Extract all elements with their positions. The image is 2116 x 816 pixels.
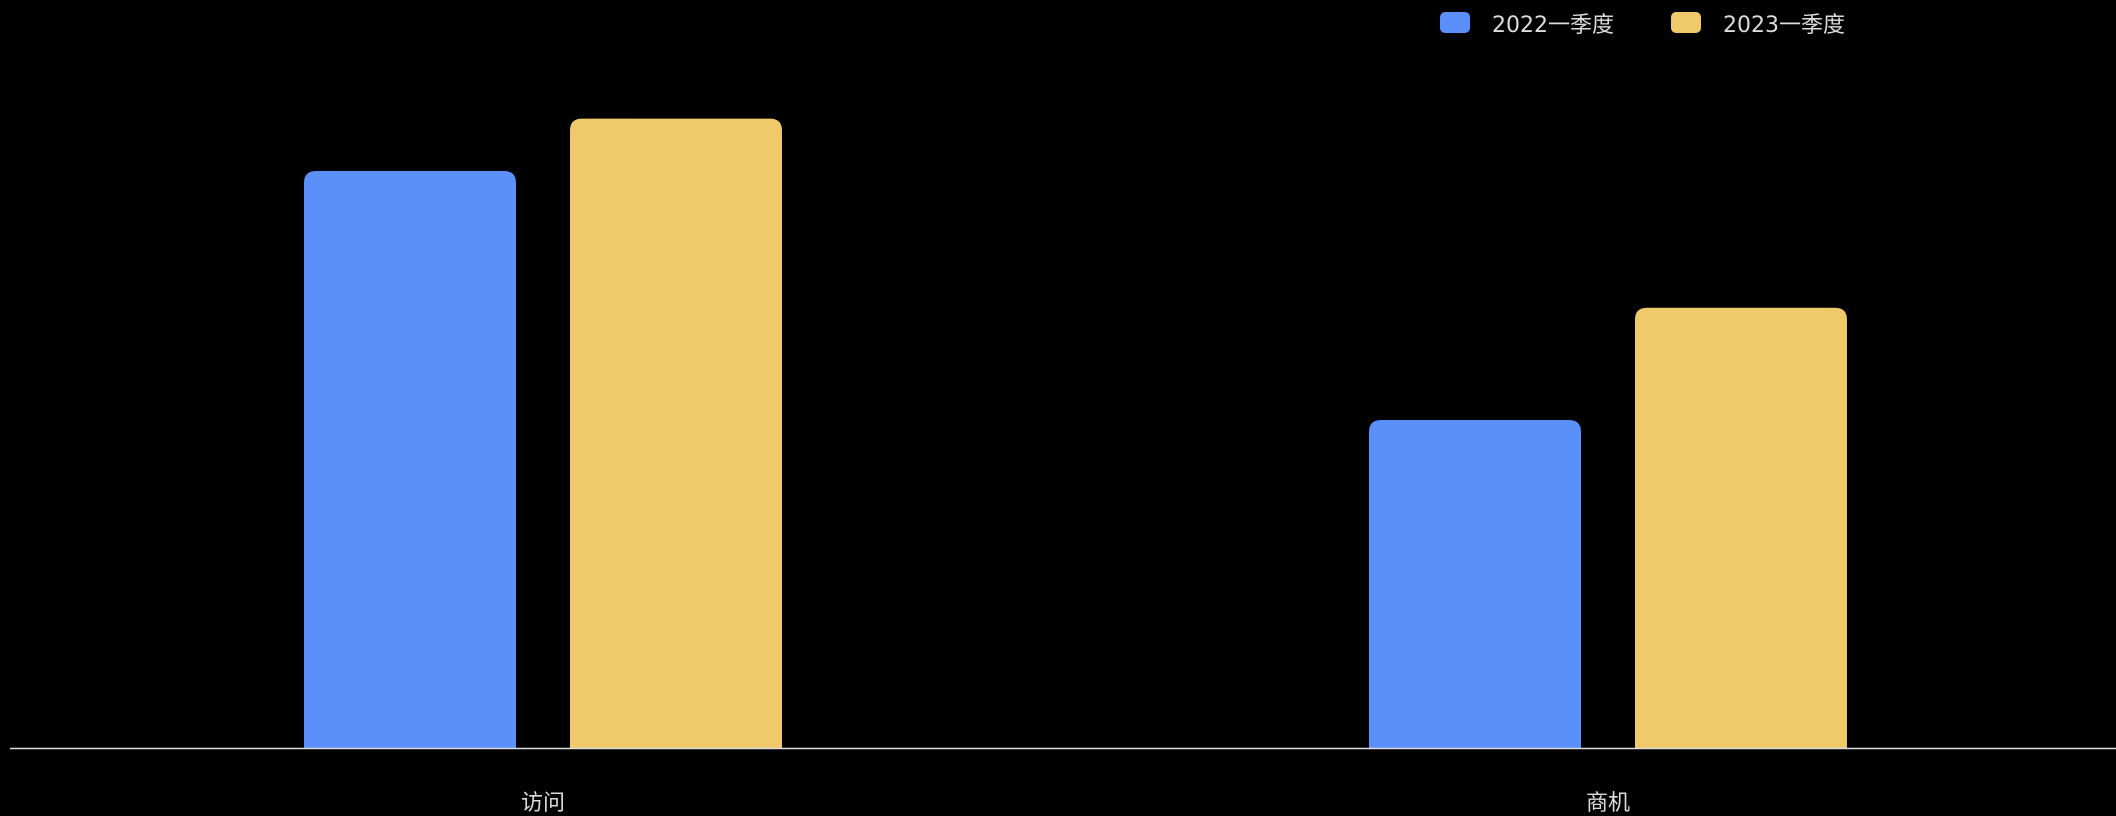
x-tick-label-0: 访问 <box>521 791 565 816</box>
bar-0-1[interactable] <box>570 118 782 748</box>
bar-1-1[interactable] <box>1635 307 1847 748</box>
legend-item-1[interactable]: 2023一季度 <box>1671 12 1845 38</box>
x-tick-labels: 访问 商机 <box>521 791 1630 816</box>
legend-swatch-0 <box>1440 12 1470 33</box>
bars-group <box>304 118 1847 748</box>
x-tick-label-1: 商机 <box>1586 791 1630 816</box>
legend-item-0[interactable]: 2022一季度 <box>1440 12 1614 38</box>
bar-1-0[interactable] <box>1369 419 1581 748</box>
legend-swatch-1 <box>1671 12 1701 33</box>
legend-label-1: 2023一季度 <box>1723 13 1845 38</box>
legend-label-0: 2022一季度 <box>1492 13 1614 38</box>
bar-0-0[interactable] <box>304 170 516 748</box>
legend: 2022一季度 2023一季度 <box>1440 12 1845 38</box>
